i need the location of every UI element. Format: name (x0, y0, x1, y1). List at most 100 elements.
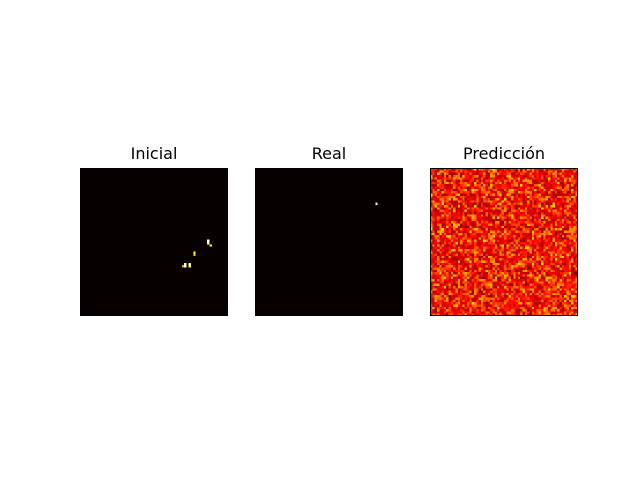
heatmap-cell (547, 258, 551, 261)
heatmap-cell (430, 285, 433, 289)
heatmap-cell (494, 262, 498, 266)
heatmap-cell (476, 253, 479, 256)
heatmap-cell (467, 237, 470, 240)
heatmap-cell (520, 172, 523, 175)
heatmap-cell (557, 211, 560, 215)
heatmap-cell (527, 290, 530, 293)
heatmap-cell (471, 285, 474, 289)
heatmap-cell (501, 200, 505, 203)
heatmap-cell (432, 191, 435, 194)
heatmap-cell (534, 242, 537, 245)
heatmap-cell (515, 306, 518, 310)
heatmap-cell (487, 258, 491, 261)
heatmap-cell (513, 184, 516, 187)
heatmap-cell (455, 228, 458, 231)
heatmap-cell (483, 221, 486, 224)
heatmap-cell (430, 188, 433, 192)
heatmap-cell (443, 216, 447, 219)
heatmap-cell (450, 288, 454, 291)
heatmap-cell (506, 174, 509, 178)
heatmap-cell (434, 207, 437, 210)
heatmap-cell (483, 251, 486, 254)
heatmap-cell (522, 218, 525, 222)
heatmap-cell (436, 313, 440, 316)
heatmap-cell (571, 184, 574, 187)
heatmap-cell (554, 279, 558, 282)
heatmap-cell (473, 285, 477, 289)
heatmap-cell (506, 205, 509, 208)
heatmap-cell (504, 184, 507, 187)
heatmap-cell (471, 207, 474, 210)
heatmap-cell (534, 262, 537, 266)
heatmap-cell (476, 228, 479, 231)
heatmap-cell (434, 313, 437, 316)
heatmap-cell (460, 195, 463, 199)
heatmap-cell (559, 285, 562, 289)
heatmap-cell (541, 246, 544, 249)
heatmap-cell (510, 202, 514, 206)
heatmap-cell (547, 253, 551, 256)
heatmap-cell (550, 281, 553, 284)
heatmap-cell (487, 174, 491, 178)
heatmap-cell (504, 253, 507, 256)
heatmap-cell (538, 177, 542, 180)
heatmap-cell (480, 302, 484, 305)
heatmap-cell (531, 246, 535, 249)
heatmap-cell (547, 255, 551, 259)
heatmap-cell (545, 202, 548, 206)
heatmap-cell (506, 225, 509, 229)
heatmap-cell (573, 283, 576, 286)
heatmap-cell (529, 177, 532, 180)
heatmap-cell (494, 283, 498, 286)
heatmap-cell (506, 248, 509, 252)
heatmap-cell (573, 209, 576, 212)
heatmap-cell (566, 269, 569, 273)
heatmap-cell (524, 255, 528, 259)
heatmap-cell (467, 193, 470, 196)
heatmap-cell (457, 269, 461, 273)
heatmap-cell (573, 168, 576, 171)
heatmap-cell (494, 170, 498, 173)
heatmap-cell (446, 253, 449, 256)
heatmap-cell (467, 184, 470, 187)
heatmap-cell (515, 265, 518, 268)
heatmap-cell (541, 188, 544, 192)
heatmap-cell (480, 172, 484, 175)
heatmap-cell (513, 214, 516, 217)
heatmap-cell (467, 186, 470, 189)
heatmap-cell (575, 248, 578, 252)
heatmap-cell (499, 244, 502, 247)
heatmap-cell (494, 248, 498, 252)
heatmap-cell (529, 260, 532, 263)
heatmap-cell (471, 184, 474, 187)
heatmap-cell (467, 311, 470, 314)
heatmap-cell (545, 279, 548, 282)
heatmap-cell (448, 272, 451, 275)
heatmap-cell (508, 262, 511, 266)
heatmap-cell (557, 285, 560, 289)
heatmap-cell (439, 295, 442, 298)
heatmap-cell (501, 177, 505, 180)
heatmap-cell (564, 242, 567, 245)
heatmap-cell (538, 311, 542, 314)
heatmap-cell (434, 232, 437, 236)
heatmap-cell (508, 304, 511, 307)
heatmap-cell (497, 246, 500, 249)
heatmap-cell (483, 246, 486, 249)
heatmap-cell (483, 260, 486, 263)
heatmap-cell (536, 193, 539, 196)
heatmap-cell (529, 174, 532, 178)
heatmap-cell (443, 304, 447, 307)
heatmap-cell (557, 248, 560, 252)
heatmap-cell (464, 302, 468, 305)
heatmap-frame (255, 168, 403, 316)
heatmap-cell (534, 306, 537, 310)
heatmap-cell (508, 221, 511, 224)
heatmap-cell (490, 255, 493, 259)
heatmap-cell (467, 200, 470, 203)
heatmap-cell (443, 281, 447, 284)
heatmap-cell (441, 311, 444, 314)
heatmap-cell (492, 258, 495, 261)
heatmap-cell (536, 232, 539, 236)
heatmap-cell (436, 255, 440, 259)
